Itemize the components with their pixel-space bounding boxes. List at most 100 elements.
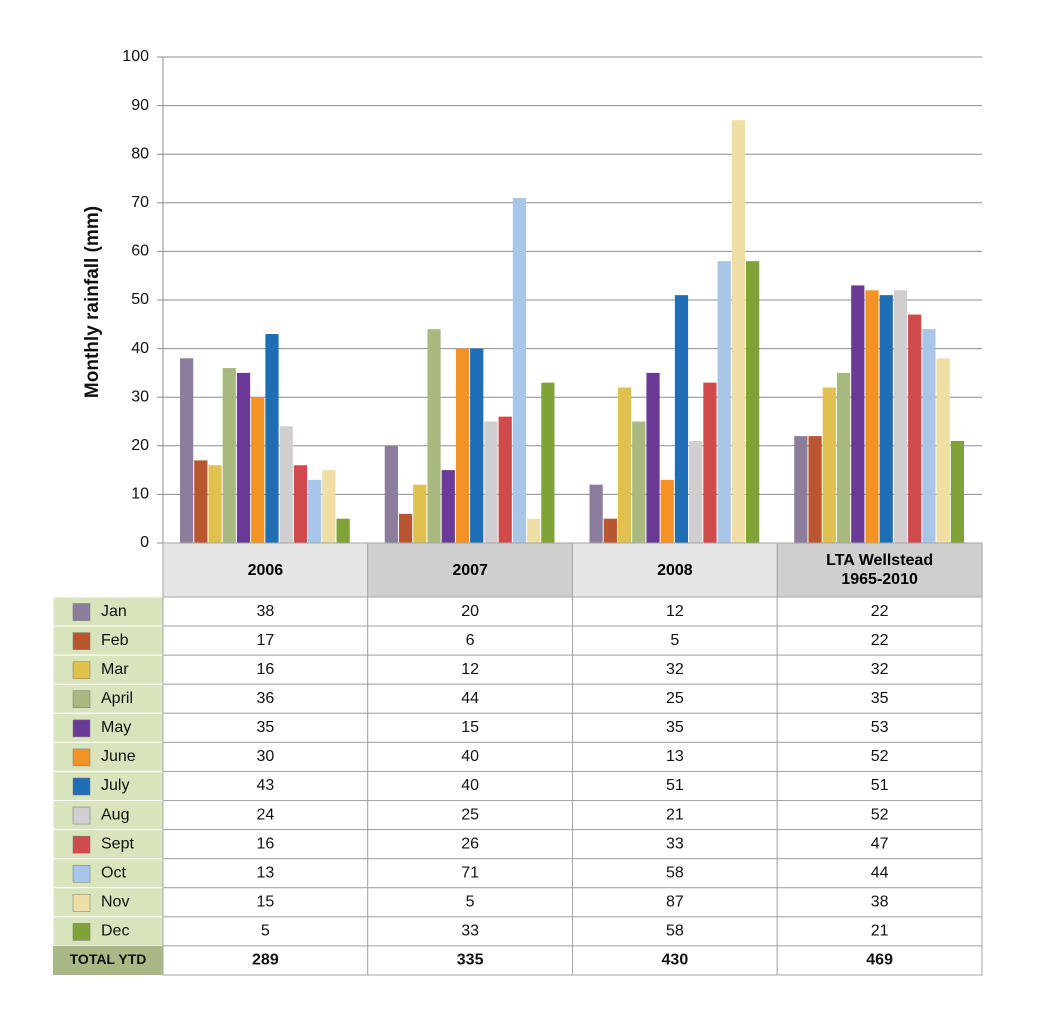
total-label: TOTAL YTD [70, 951, 147, 967]
legend-swatch [72, 894, 91, 912]
legend-swatch [72, 806, 91, 825]
table-value: 25 [461, 806, 479, 823]
table-cell [572, 858, 778, 889]
table-value: 38 [871, 894, 889, 911]
table-cell [367, 712, 573, 743]
bar [194, 460, 208, 543]
table-value: 51 [666, 777, 684, 794]
bar [279, 426, 293, 543]
bar [865, 290, 879, 543]
table-cell [162, 916, 369, 947]
bar [822, 387, 836, 543]
y-axis-label: Monthly rainfall (mm) [82, 206, 103, 398]
bar [589, 484, 603, 543]
category-label: LTA Wellstead 1965-2010 [826, 552, 934, 588]
header-cell [572, 542, 778, 598]
table-value: 33 [666, 835, 684, 852]
table-cell [572, 654, 778, 685]
bar [180, 358, 194, 543]
y-tick-label: 70 [131, 194, 149, 211]
table-cell [776, 683, 983, 714]
table-value: 16 [256, 835, 274, 852]
bar [336, 518, 350, 543]
bar [922, 329, 936, 543]
legend-swatch [72, 690, 91, 709]
table-value: 36 [256, 690, 274, 707]
table-cell [367, 625, 573, 656]
table-value: 25 [666, 690, 684, 707]
legend-label: Mar [101, 661, 129, 678]
table-value: 53 [871, 719, 889, 736]
row-label-cell [52, 625, 164, 656]
table-cell [572, 625, 778, 656]
bar [703, 382, 717, 543]
table-cell [367, 858, 573, 889]
bar [879, 295, 893, 543]
total-value: 469 [866, 952, 893, 969]
bar [717, 261, 731, 543]
table-cell [776, 596, 983, 627]
total-value: 430 [662, 952, 689, 969]
table-cell [162, 829, 369, 860]
table-value: 16 [256, 661, 274, 678]
table-value: 15 [256, 894, 274, 911]
bar [632, 421, 646, 543]
table-value: 58 [666, 923, 684, 940]
bar [674, 295, 689, 543]
table-cell [776, 945, 983, 976]
bar [794, 436, 808, 543]
table-cell [572, 829, 778, 860]
header-cell-box: 2008 [657, 562, 693, 579]
table-value: 35 [666, 719, 684, 736]
table-cell [162, 625, 369, 656]
table-value: 38 [256, 603, 274, 620]
bar [527, 518, 541, 543]
table-value: 51 [871, 777, 889, 794]
table-cell [367, 683, 573, 714]
bar [731, 120, 746, 544]
bar [222, 368, 236, 543]
table-cell [776, 829, 983, 860]
legend-swatch [72, 719, 91, 738]
table-value: 26 [461, 835, 479, 852]
legend-label: July [101, 777, 129, 794]
bar [541, 382, 555, 543]
table-cell [162, 654, 369, 685]
legend-label: Nov [101, 894, 129, 911]
table-value: 43 [256, 777, 274, 794]
header-cell [367, 542, 573, 598]
table-value: 17 [256, 632, 274, 649]
bar [689, 440, 703, 543]
table-value: 87 [666, 894, 684, 911]
legend-label: April [101, 690, 133, 707]
bar [308, 479, 322, 543]
table-value: 6 [466, 632, 475, 649]
bar [646, 372, 660, 543]
table-cell [162, 858, 369, 889]
bar [617, 387, 632, 543]
table-value: 35 [871, 690, 889, 707]
table-cell [776, 858, 983, 889]
legend-swatch [72, 835, 91, 854]
table-cell [367, 596, 573, 627]
table-value: 52 [871, 748, 889, 765]
bar [836, 372, 851, 543]
legend-label: Jan [101, 603, 127, 620]
y-tick-label: 60 [131, 243, 149, 260]
table-cell [776, 654, 983, 685]
table-cell [162, 800, 369, 831]
bar [936, 358, 950, 543]
table-cell [367, 654, 573, 685]
bar [208, 465, 222, 543]
legend-swatch [72, 777, 91, 796]
row-label-cell [52, 770, 164, 802]
bar [293, 465, 308, 543]
y-tick-label: 80 [131, 145, 149, 162]
table-cell [162, 712, 369, 743]
legend-swatch [72, 864, 91, 883]
y-tick-label: 40 [131, 340, 149, 357]
y-tick-label: 10 [131, 486, 149, 503]
y-tick-label: 30 [131, 388, 149, 405]
header-cell-box: 2007 [452, 562, 488, 579]
table-value: 71 [461, 864, 479, 881]
